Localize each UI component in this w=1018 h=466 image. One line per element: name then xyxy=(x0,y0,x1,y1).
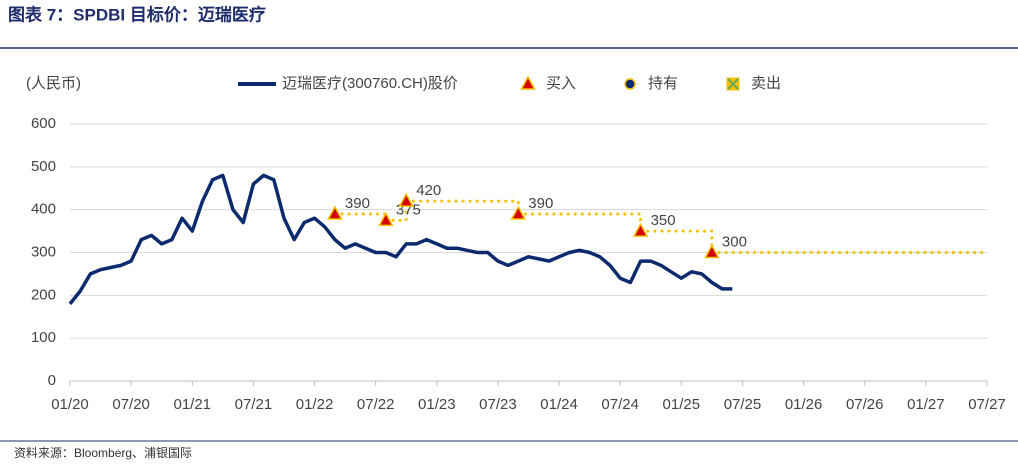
target-marker xyxy=(632,222,649,237)
x-tick-label: 01/22 xyxy=(296,396,334,413)
data-label: 390 xyxy=(345,195,370,212)
y-tick-label: 100 xyxy=(31,329,56,346)
data-label: 350 xyxy=(651,212,676,229)
x-tick-label: 01/21 xyxy=(173,396,211,413)
x-tick-label: 07/22 xyxy=(357,396,395,413)
data-label: 390 xyxy=(528,195,553,212)
x-tick-label: 01/24 xyxy=(540,396,578,413)
chart-title: 图表 7：SPDBI 目标价：迈瑞医疗 xyxy=(8,4,266,24)
target-marker xyxy=(398,192,414,207)
x-tick-label: 07/21 xyxy=(235,396,273,413)
target-marker xyxy=(704,243,720,259)
legend-swatch xyxy=(624,78,636,90)
target-marker xyxy=(378,211,394,227)
legend-label: 卖出 xyxy=(751,75,781,92)
legend-label: 迈瑞医疗(300760.CH)股价 xyxy=(282,75,458,92)
source: 资料来源：Bloomberg、浦银国际 xyxy=(14,446,192,460)
y-tick-label: 300 xyxy=(31,243,56,260)
x-tick-label: 01/26 xyxy=(785,396,823,413)
data-label: 300 xyxy=(722,233,747,250)
y-tick-label: 400 xyxy=(31,201,56,218)
legend-swatch xyxy=(520,75,536,90)
data-label: 420 xyxy=(416,182,441,199)
x-tick-label: 01/23 xyxy=(418,396,456,413)
y-tick-label: 500 xyxy=(31,158,56,175)
legend-label: 买入 xyxy=(546,75,576,92)
target-marker xyxy=(327,205,343,220)
x-tick-label: 01/20 xyxy=(51,396,89,413)
x-tick-label: 07/27 xyxy=(968,396,1006,413)
price-line xyxy=(68,173,733,305)
y-tick-label: 200 xyxy=(31,286,56,303)
x-tick-label: 01/25 xyxy=(663,396,701,413)
target-marker xyxy=(510,205,527,220)
x-tick-label: 07/25 xyxy=(724,396,762,413)
y-tick-label: 600 xyxy=(31,115,56,132)
y-axis-label: (人民币) xyxy=(26,75,81,92)
x-tick-label: 07/26 xyxy=(846,396,884,413)
x-tick-label: 07/24 xyxy=(601,396,639,413)
x-tick-label: 01/27 xyxy=(907,396,945,413)
legend-label: 持有 xyxy=(648,75,678,92)
x-tick-label: 07/20 xyxy=(112,396,150,413)
legend-swatch-cross xyxy=(727,78,739,90)
x-tick-label: 07/23 xyxy=(479,396,517,413)
y-tick-label: 0 xyxy=(48,372,56,389)
